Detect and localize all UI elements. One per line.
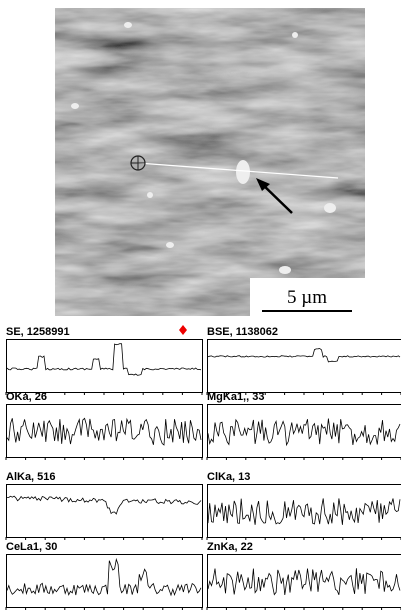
marker xyxy=(179,325,187,335)
panel-label: BSE, 1138062 xyxy=(207,326,278,338)
panel-label: MgKa1,, 33 xyxy=(207,391,264,403)
trace xyxy=(6,557,202,597)
scan-line xyxy=(137,162,339,179)
panel-label: OKa, 26 xyxy=(6,391,47,403)
panel-frame xyxy=(207,484,401,538)
sem-image: 5 µm xyxy=(55,8,365,316)
trace xyxy=(207,348,401,363)
trace xyxy=(6,495,202,515)
panel-frame xyxy=(6,404,203,458)
panel-label: ClKa, 13 xyxy=(207,471,250,483)
trace xyxy=(6,343,202,376)
trace xyxy=(207,568,401,596)
panel-label: SE, 1258991 xyxy=(6,326,70,338)
trace xyxy=(207,418,401,447)
panel-frame xyxy=(6,484,203,538)
particles xyxy=(71,22,336,274)
panel-frame xyxy=(207,404,401,458)
panel-frame xyxy=(207,339,401,393)
panel-label: ZnKa, 22 xyxy=(207,541,253,553)
panel-label: CeLa1, 30 xyxy=(6,541,57,553)
trace xyxy=(6,417,202,446)
scale-bar-box xyxy=(250,278,365,316)
trace xyxy=(207,498,401,525)
panel-label: AlKa, 516 xyxy=(6,471,56,483)
scale-bar-label: 5 µm xyxy=(287,287,327,308)
panel-frame xyxy=(6,339,203,393)
panel-frame xyxy=(6,554,203,608)
